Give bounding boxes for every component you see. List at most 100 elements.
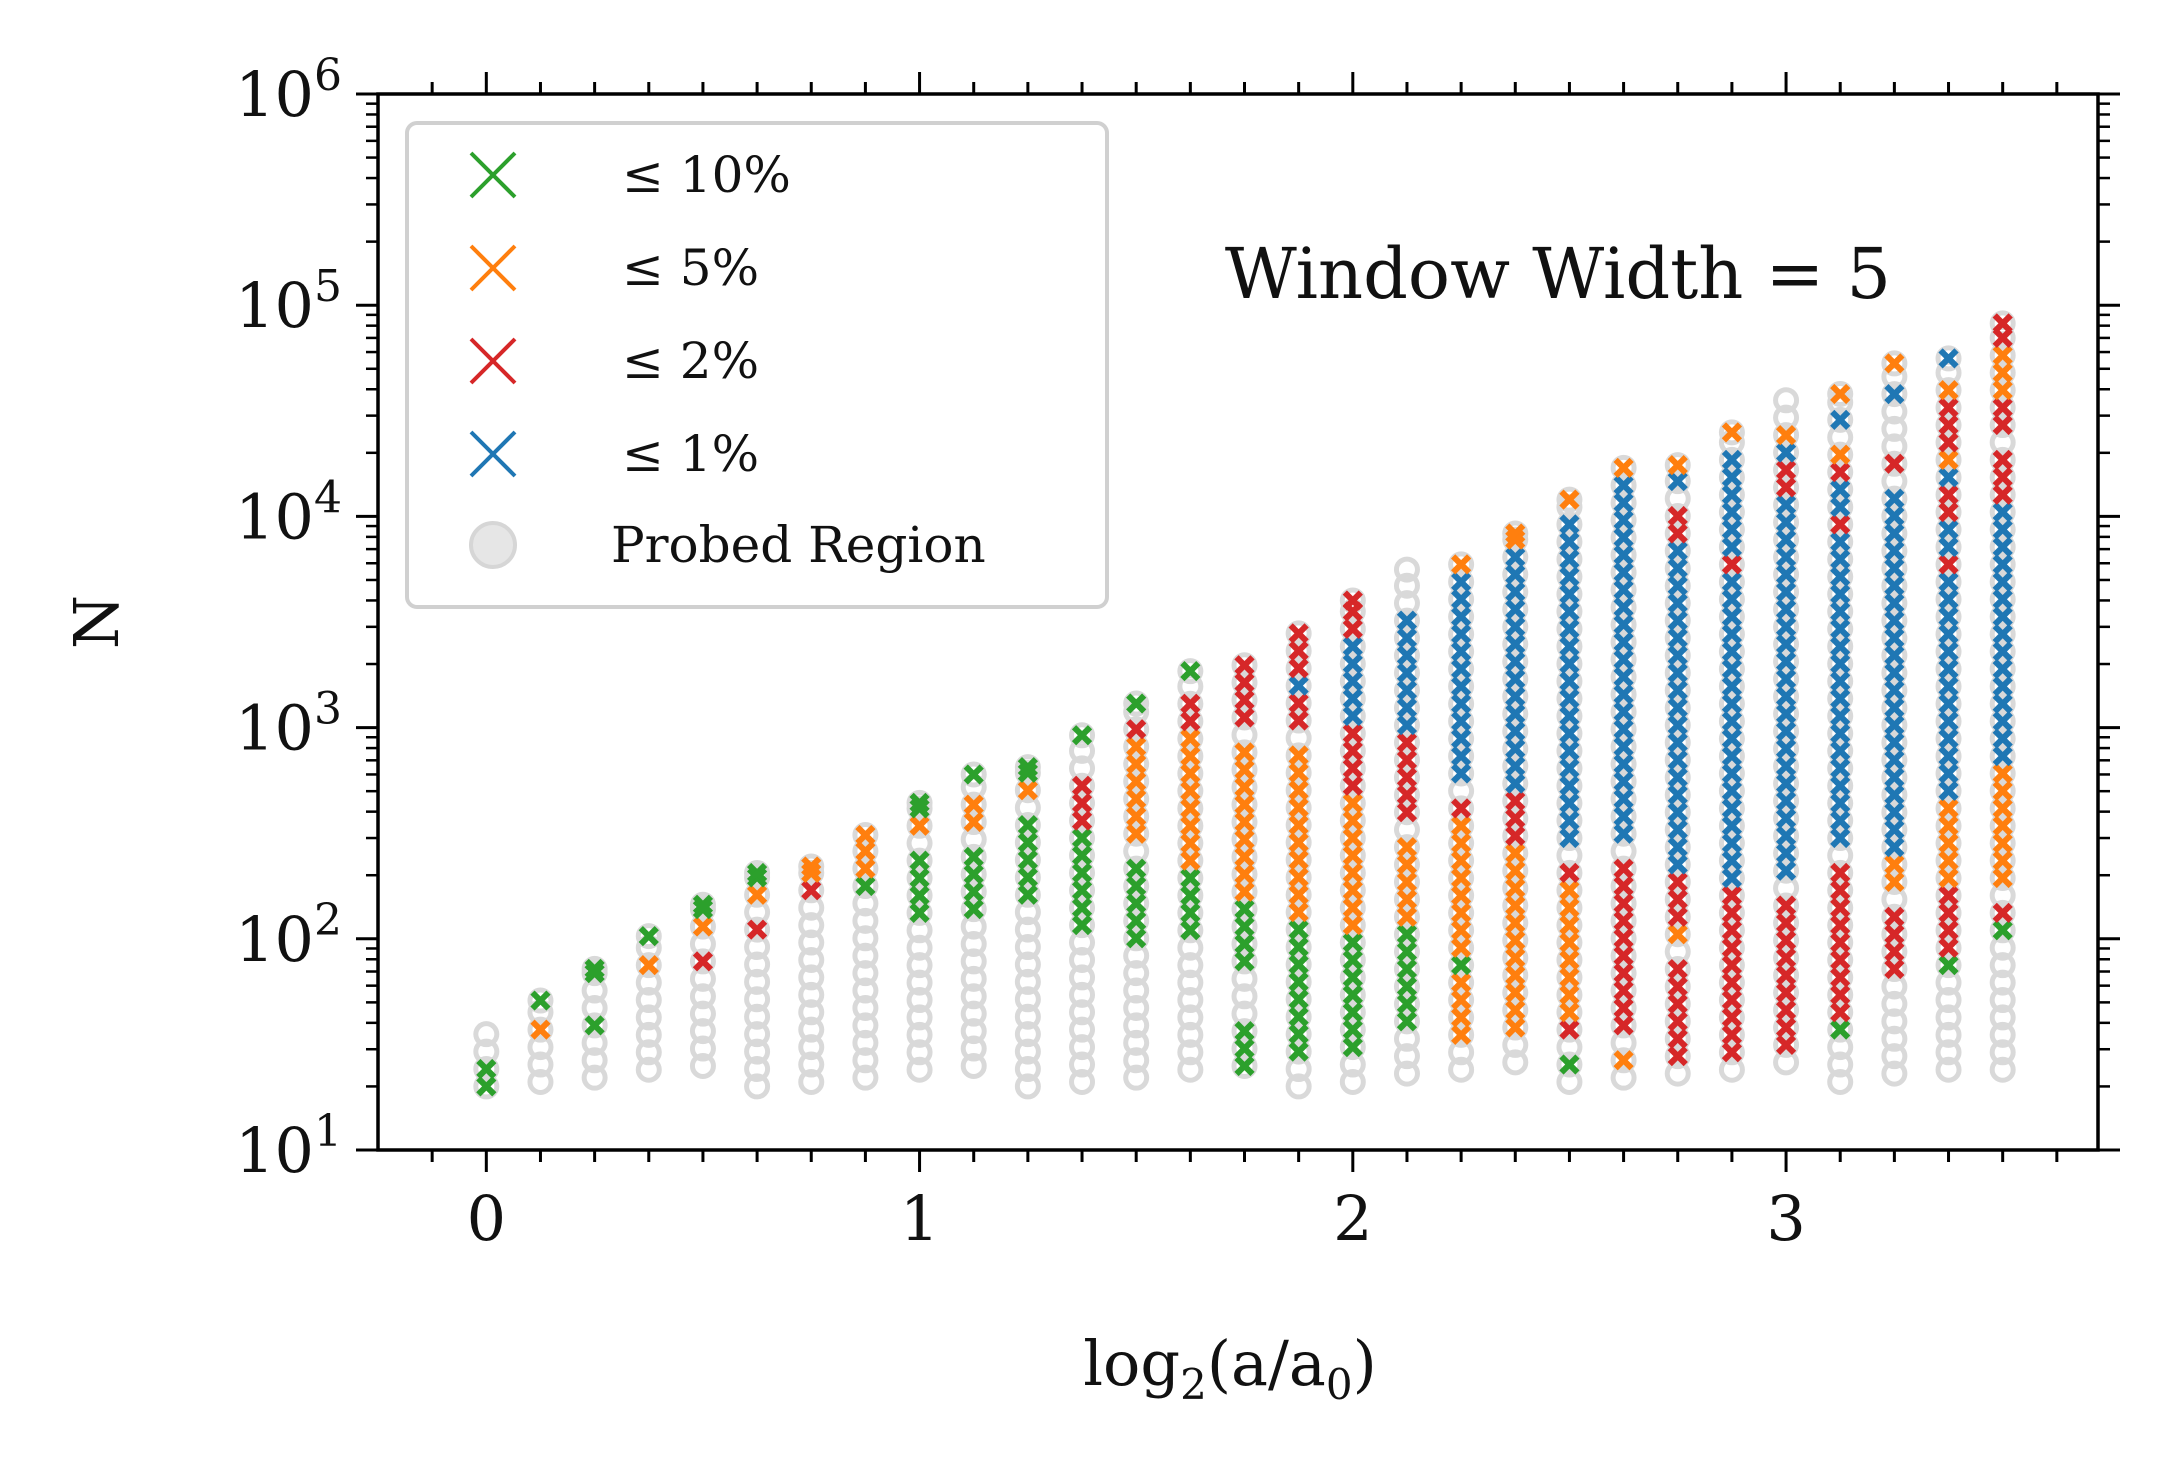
- probed-point: [1827, 615, 1854, 642]
- probed-point: [1556, 1068, 1583, 1095]
- probed-point: [1285, 829, 1312, 856]
- probed-point: [852, 1064, 879, 1091]
- probed-point: [1664, 886, 1691, 913]
- probed-point: [689, 1035, 716, 1062]
- probed-point: [1339, 999, 1366, 1026]
- probed-point: [1989, 865, 2016, 892]
- probed-point: [1664, 468, 1691, 495]
- probed-point: [1718, 673, 1745, 700]
- probed-point: [1285, 1055, 1312, 1082]
- probed-point: [1502, 840, 1529, 867]
- accuracy-marker: [1451, 606, 1472, 627]
- probed-point: [1393, 729, 1420, 756]
- probed-point: [1123, 733, 1150, 760]
- accuracy-marker: [1613, 823, 1634, 844]
- accuracy-marker: [1830, 479, 1851, 500]
- accuracy-marker: [1938, 885, 1959, 906]
- accuracy-marker: [1613, 492, 1634, 513]
- probed-point: [1069, 1034, 1096, 1061]
- probed-point: [1773, 909, 1800, 936]
- probed-point: [1610, 663, 1637, 690]
- probed-point: [1881, 350, 1908, 377]
- probed-point: [1827, 912, 1854, 939]
- probed-point: [1393, 590, 1420, 617]
- accuracy-marker: [1721, 833, 1743, 854]
- probed-point: [1881, 503, 1908, 530]
- accuracy-marker: [1938, 937, 1959, 958]
- probed-point: [1069, 877, 1096, 904]
- accuracy-marker: [1288, 658, 1309, 679]
- probed-point: [1123, 1047, 1150, 1074]
- probed-point: [1827, 772, 1854, 799]
- accuracy-marker: [1667, 732, 1688, 753]
- probed-point: [1502, 631, 1529, 658]
- accuracy-marker: [909, 815, 930, 836]
- accuracy-marker: [1992, 780, 2013, 802]
- probed-point: [1773, 526, 1800, 553]
- plot-frame: [376, 92, 2100, 1152]
- legend-label: ≤ 1%: [622, 425, 759, 483]
- accuracy-marker: [963, 764, 984, 785]
- probed-point: [1502, 666, 1529, 693]
- probed-point: [1610, 890, 1637, 917]
- probed-point: [1556, 563, 1583, 590]
- probed-point: [798, 877, 825, 904]
- accuracy-marker: [1884, 819, 1905, 840]
- probed-point: [1177, 795, 1204, 822]
- accuracy-marker: [1938, 432, 1959, 453]
- accuracy-marker: [1938, 397, 1959, 418]
- accuracy-marker: [1884, 854, 1905, 875]
- probed-point: [1393, 556, 1420, 583]
- accuracy-marker: [1396, 993, 1418, 1015]
- probed-point: [1989, 464, 2016, 491]
- probed-point: [1610, 907, 1637, 934]
- probed-point: [1935, 464, 1962, 491]
- probed-point: [1177, 969, 1204, 996]
- probed-point: [1881, 1043, 1908, 1070]
- probed-point: [960, 843, 987, 870]
- probed-point: [744, 951, 771, 978]
- probed-point: [852, 822, 879, 849]
- accuracy-marker: [1775, 843, 1797, 864]
- probed-point: [1285, 934, 1312, 961]
- probed-point: [1718, 499, 1745, 526]
- accuracy-marker: [1342, 618, 1363, 640]
- accuracy-marker: [1721, 728, 1743, 749]
- probed-point: [1014, 1021, 1041, 1048]
- probed-point: [1718, 1021, 1745, 1048]
- probed-point: [1448, 760, 1475, 787]
- accuracy-marker: [1559, 653, 1580, 674]
- probed-point: [1664, 555, 1691, 582]
- probed-point: [1881, 468, 1908, 495]
- probed-point: [852, 1012, 879, 1039]
- accuracy-marker: [855, 841, 876, 862]
- probed-point: [1718, 1039, 1745, 1066]
- probed-point: [1177, 658, 1204, 685]
- probed-point: [1502, 648, 1529, 675]
- accuracy-marker: [1992, 763, 2013, 784]
- probed-point: [960, 965, 987, 992]
- probed-point: [1177, 830, 1204, 857]
- accuracy-marker: [746, 884, 768, 905]
- probed-point: [689, 965, 716, 992]
- accuracy-marker: [1775, 738, 1797, 759]
- accuracy-marker: [1830, 514, 1851, 535]
- accuracy-marker: [1667, 697, 1688, 718]
- accuracy-marker: [1234, 759, 1255, 780]
- accuracy-marker: [1288, 1041, 1309, 1062]
- accuracy-marker: [1613, 544, 1634, 566]
- probed-point: [1935, 673, 1962, 700]
- accuracy-marker: [1613, 963, 1634, 984]
- probed-point: [1556, 703, 1583, 730]
- accuracy-marker: [1180, 920, 1201, 941]
- probed-point: [1448, 690, 1475, 717]
- probed-point: [1989, 377, 2016, 404]
- probed-point: [1989, 1021, 2016, 1048]
- probed-point: [1827, 1034, 1854, 1061]
- probed-point: [960, 809, 987, 836]
- accuracy-marker: [1126, 893, 1147, 914]
- probed-point: [1393, 1008, 1420, 1035]
- accuracy-marker: [1721, 815, 1743, 836]
- probed-point: [635, 1056, 662, 1083]
- legend-marker: [469, 430, 517, 478]
